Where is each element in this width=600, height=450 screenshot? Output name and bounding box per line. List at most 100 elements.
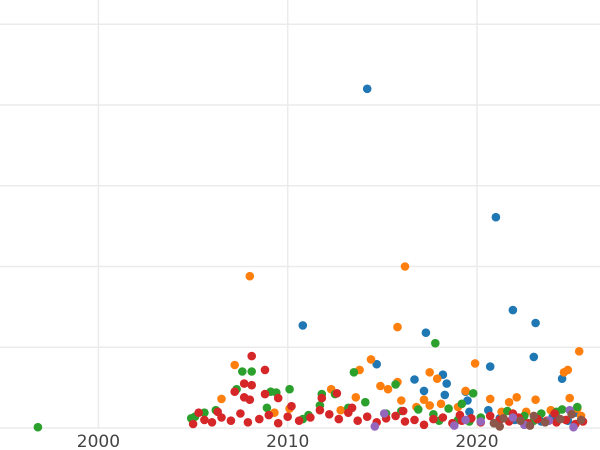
data-point xyxy=(336,405,346,415)
data-point xyxy=(393,322,402,332)
grid xyxy=(0,0,600,429)
data-point xyxy=(476,417,486,426)
data-point xyxy=(283,412,293,422)
data-point xyxy=(465,407,474,417)
data-point xyxy=(410,415,419,425)
data-point xyxy=(576,415,586,425)
data-point xyxy=(485,362,495,371)
data-point xyxy=(438,413,448,422)
data-point xyxy=(376,381,385,391)
data-point xyxy=(383,384,393,394)
data-point xyxy=(347,403,357,413)
data-point xyxy=(432,374,442,384)
data-point xyxy=(213,407,222,417)
data-point xyxy=(188,419,198,429)
data-point xyxy=(557,405,567,414)
data-point xyxy=(370,422,380,431)
data-point xyxy=(287,401,296,411)
data-point xyxy=(298,321,308,330)
data-point xyxy=(379,409,389,418)
data-point xyxy=(247,367,256,376)
data-point xyxy=(431,338,440,348)
data-point xyxy=(485,394,495,404)
data-point xyxy=(353,416,363,426)
data-point xyxy=(362,412,372,422)
data-point xyxy=(504,397,514,407)
data-point xyxy=(540,418,550,427)
data-point xyxy=(525,421,535,430)
data-point xyxy=(349,368,359,377)
data-point xyxy=(351,393,361,402)
data-point xyxy=(294,416,304,426)
data-point xyxy=(230,360,239,370)
data-point xyxy=(247,380,256,390)
data-point xyxy=(260,365,270,375)
data-point xyxy=(236,409,245,418)
data-point xyxy=(495,422,505,431)
data-point xyxy=(531,395,540,405)
data-point xyxy=(461,415,470,425)
data-point xyxy=(207,418,217,427)
data-point xyxy=(391,411,400,421)
data-point xyxy=(444,404,453,413)
data-point xyxy=(450,421,459,430)
data-point xyxy=(332,389,342,398)
data-point xyxy=(529,411,539,421)
data-point xyxy=(285,384,294,394)
data-point xyxy=(273,418,283,428)
data-point xyxy=(429,414,438,424)
data-point xyxy=(442,379,452,388)
x-tick-label: 2020 xyxy=(455,432,498,450)
data-point xyxy=(239,379,249,388)
data-point xyxy=(457,399,467,409)
data-point xyxy=(485,411,495,421)
data-point xyxy=(425,401,435,410)
data-point xyxy=(573,402,582,412)
x-tick-label: 2000 xyxy=(77,432,120,450)
data-point xyxy=(499,414,508,423)
data-point xyxy=(398,406,408,416)
data-point xyxy=(569,422,578,432)
data-point xyxy=(455,410,465,420)
data-point xyxy=(419,395,429,405)
data-point xyxy=(516,416,525,426)
x-axis-tick-labels: 2000 2010 2020 xyxy=(77,432,499,450)
data-point xyxy=(436,399,446,409)
data-point xyxy=(317,393,327,403)
data-point xyxy=(245,395,255,405)
data-point xyxy=(491,212,501,222)
data-point xyxy=(325,410,334,419)
data-point xyxy=(400,262,410,271)
data-point xyxy=(254,414,264,424)
data-point xyxy=(247,351,256,361)
data-point xyxy=(397,396,406,405)
data-point xyxy=(410,375,419,384)
data-point xyxy=(567,410,576,419)
data-point xyxy=(361,397,370,407)
data-point xyxy=(440,390,450,400)
data-point xyxy=(230,387,239,397)
data-point xyxy=(563,365,573,375)
x-tick-label: 2010 xyxy=(266,432,309,450)
data-point xyxy=(366,355,376,364)
data-point xyxy=(414,405,423,414)
data-point xyxy=(565,393,574,403)
data-point xyxy=(315,405,325,415)
data-point xyxy=(512,393,521,402)
data-point xyxy=(362,84,372,94)
data-point xyxy=(264,410,274,420)
data-point xyxy=(238,367,247,376)
data-point xyxy=(262,403,272,413)
data-point xyxy=(400,417,410,426)
series-6 xyxy=(489,410,586,431)
data-point xyxy=(334,414,344,424)
data-point xyxy=(531,318,540,328)
series-2 xyxy=(217,262,586,421)
data-point xyxy=(468,389,478,398)
data-point xyxy=(217,394,226,404)
data-point xyxy=(574,347,584,356)
data-point xyxy=(425,368,435,377)
data-point xyxy=(260,389,270,399)
data-point xyxy=(194,408,203,418)
